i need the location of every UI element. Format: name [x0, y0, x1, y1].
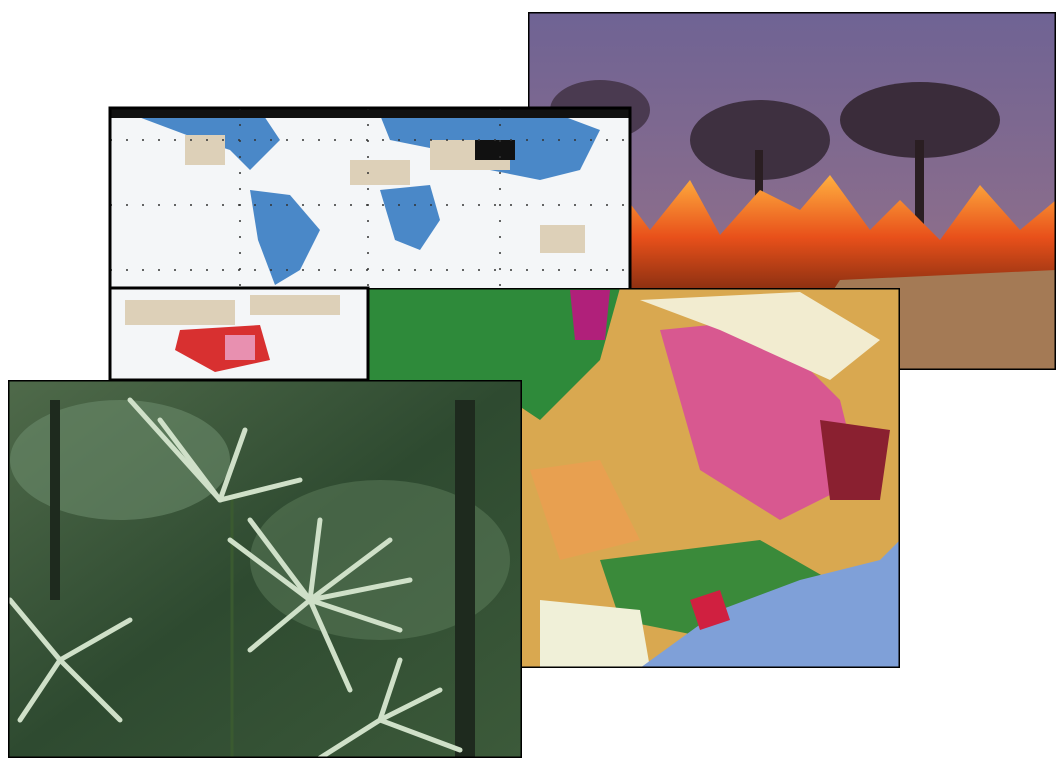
world-map — [108, 106, 632, 382]
forest-photo — [8, 380, 522, 758]
